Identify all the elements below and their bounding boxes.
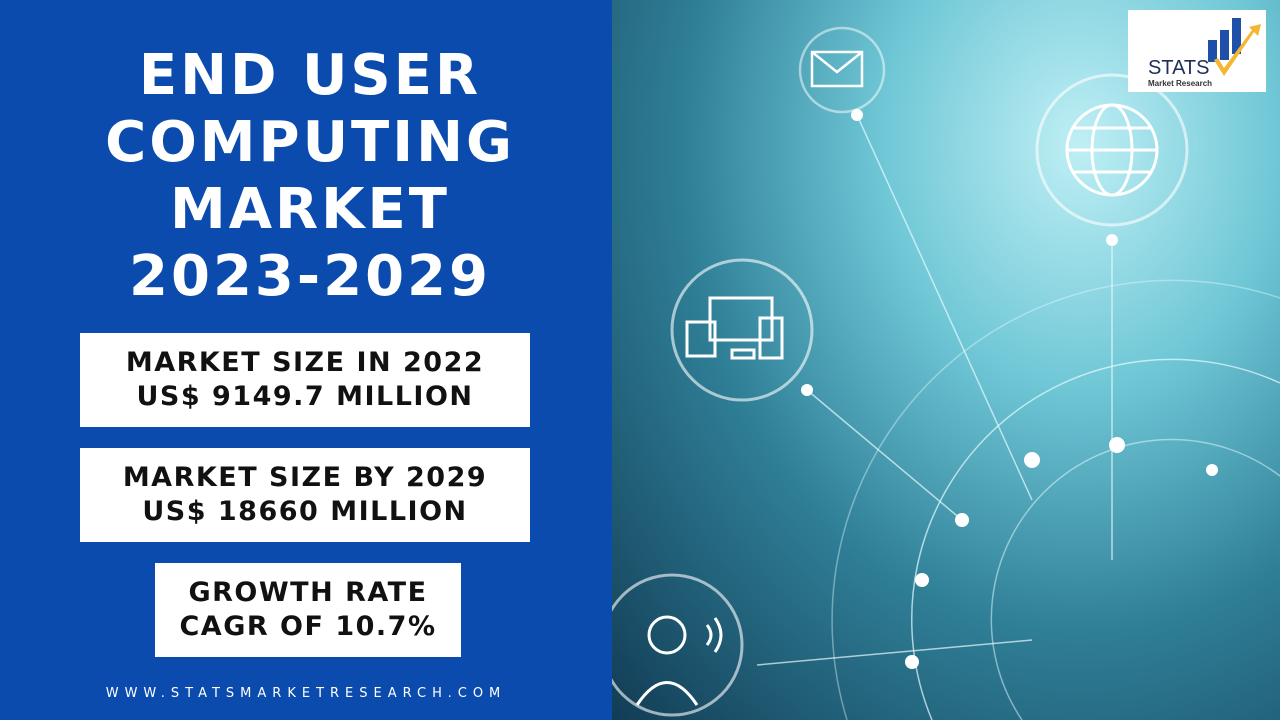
- svg-text:Market Research: Market Research: [1148, 79, 1212, 88]
- box-label: MARKET SIZE BY 2029: [122, 462, 488, 493]
- title-line: COMPUTING: [105, 110, 515, 175]
- growth-rate-box: GROWTH RATE CAGR OF 10.7%: [155, 563, 461, 657]
- website-url: WWW.STATSMARKETRESEARCH.COM: [105, 686, 507, 701]
- network-arcs: [756, 114, 1280, 720]
- left-panel: END USER COMPUTING MARKET 2023-2029 MARK…: [0, 0, 612, 720]
- network-nodes: [801, 109, 1218, 669]
- globe-icon: [1035, 73, 1189, 227]
- stats-market-research-logo: STATS Market Research: [1128, 10, 1266, 92]
- headset-agent-icon: [612, 573, 744, 717]
- box-value: CAGR OF 10.7%: [179, 611, 437, 642]
- hero-image: [612, 0, 1280, 720]
- box-value: US$ 18660 MILLION: [142, 496, 468, 527]
- title-line: MARKET: [169, 177, 451, 242]
- market-size-2022-box: MARKET SIZE IN 2022 US$ 9149.7 MILLION: [80, 333, 530, 427]
- page-title: END USER COMPUTING MARKET 2023-2029: [0, 42, 620, 310]
- market-size-2029-box: MARKET SIZE BY 2029 US$ 18660 MILLION: [80, 448, 530, 542]
- title-line: 2023-2029: [129, 244, 491, 309]
- mail-icon: [798, 26, 886, 114]
- devices-icon: [670, 258, 814, 402]
- box-label: MARKET SIZE IN 2022: [125, 347, 485, 378]
- svg-text:STATS: STATS: [1148, 57, 1209, 79]
- box-value: US$ 9149.7 MILLION: [136, 381, 474, 412]
- title-line: END USER: [138, 43, 482, 108]
- box-label: GROWTH RATE: [188, 577, 428, 608]
